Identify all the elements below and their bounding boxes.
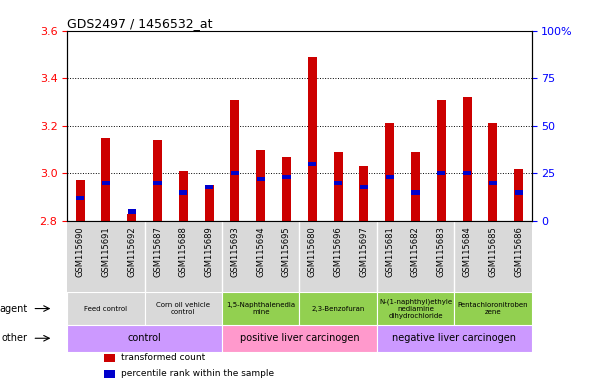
Text: control: control xyxy=(128,333,161,343)
Bar xyxy=(205,185,213,189)
Bar xyxy=(76,196,84,200)
Text: GSM115687: GSM115687 xyxy=(153,227,162,278)
Text: other: other xyxy=(2,333,27,343)
Bar xyxy=(514,169,523,221)
Text: negative liver carcinogen: negative liver carcinogen xyxy=(392,333,516,343)
Bar xyxy=(437,171,445,175)
Bar xyxy=(153,181,161,185)
Text: Corn oil vehicle
control: Corn oil vehicle control xyxy=(156,302,210,315)
Text: GSM115683: GSM115683 xyxy=(437,227,446,278)
Bar xyxy=(179,171,188,221)
Text: GSM115696: GSM115696 xyxy=(334,227,343,277)
Bar xyxy=(256,150,265,221)
Bar xyxy=(514,190,523,195)
Text: GSM115689: GSM115689 xyxy=(205,227,214,277)
Text: Feed control: Feed control xyxy=(84,306,128,311)
Text: GDS2497 / 1456532_at: GDS2497 / 1456532_at xyxy=(67,17,213,30)
Bar xyxy=(102,181,110,185)
Text: Pentachloronitroben
zene: Pentachloronitroben zene xyxy=(458,302,528,315)
Bar xyxy=(205,185,214,221)
Bar xyxy=(386,175,393,179)
Text: GSM115690: GSM115690 xyxy=(76,227,84,277)
Text: GSM115684: GSM115684 xyxy=(463,227,472,277)
Text: GSM115691: GSM115691 xyxy=(101,227,111,277)
Bar xyxy=(145,292,222,325)
Bar xyxy=(377,292,454,325)
Bar xyxy=(437,100,446,221)
Bar xyxy=(179,190,188,195)
Text: N-(1-naphthyl)ethyle
nediamine
dihydrochloride: N-(1-naphthyl)ethyle nediamine dihydroch… xyxy=(379,298,452,319)
Text: 1,5-Naphthalenedia
mine: 1,5-Naphthalenedia mine xyxy=(226,302,295,315)
Bar xyxy=(360,185,368,189)
Bar xyxy=(128,209,136,214)
Bar xyxy=(489,181,497,185)
Bar xyxy=(67,325,222,352)
Bar xyxy=(76,180,84,221)
Bar xyxy=(153,140,162,221)
Text: GSM115694: GSM115694 xyxy=(256,227,265,277)
Bar xyxy=(334,152,343,221)
Text: GSM115682: GSM115682 xyxy=(411,227,420,277)
Text: agent: agent xyxy=(0,303,27,314)
Bar xyxy=(454,292,532,325)
Bar xyxy=(67,292,145,325)
Bar xyxy=(488,123,497,221)
Bar xyxy=(308,162,316,166)
Text: GSM115686: GSM115686 xyxy=(514,227,523,278)
Text: GSM115693: GSM115693 xyxy=(230,227,240,277)
Text: GSM115681: GSM115681 xyxy=(385,227,394,277)
Bar xyxy=(101,138,111,221)
Text: positive liver carcinogen: positive liver carcinogen xyxy=(240,333,359,343)
Bar xyxy=(257,177,265,181)
Bar xyxy=(411,190,420,195)
Bar xyxy=(334,181,342,185)
Text: GSM115688: GSM115688 xyxy=(179,227,188,278)
Text: GSM115697: GSM115697 xyxy=(359,227,368,277)
Text: percentile rank within the sample: percentile rank within the sample xyxy=(120,369,274,378)
Bar xyxy=(299,292,377,325)
Bar xyxy=(222,292,299,325)
Text: GSM115685: GSM115685 xyxy=(488,227,497,277)
Bar xyxy=(463,171,471,175)
Bar xyxy=(308,57,316,221)
Bar xyxy=(282,157,291,221)
Text: 2,3-Benzofuran: 2,3-Benzofuran xyxy=(312,306,365,311)
Bar xyxy=(127,214,136,221)
Bar xyxy=(282,175,291,179)
Bar xyxy=(359,166,368,221)
Bar xyxy=(385,123,394,221)
Bar xyxy=(222,325,377,352)
Bar xyxy=(377,325,532,352)
Bar xyxy=(104,370,115,378)
Text: GSM115680: GSM115680 xyxy=(308,227,316,277)
Bar xyxy=(231,171,239,175)
Bar xyxy=(411,152,420,221)
Bar xyxy=(104,354,115,362)
Text: GSM115695: GSM115695 xyxy=(282,227,291,277)
Text: transformed count: transformed count xyxy=(120,353,205,362)
Bar xyxy=(463,97,472,221)
Bar xyxy=(230,100,240,221)
Text: GSM115692: GSM115692 xyxy=(127,227,136,277)
